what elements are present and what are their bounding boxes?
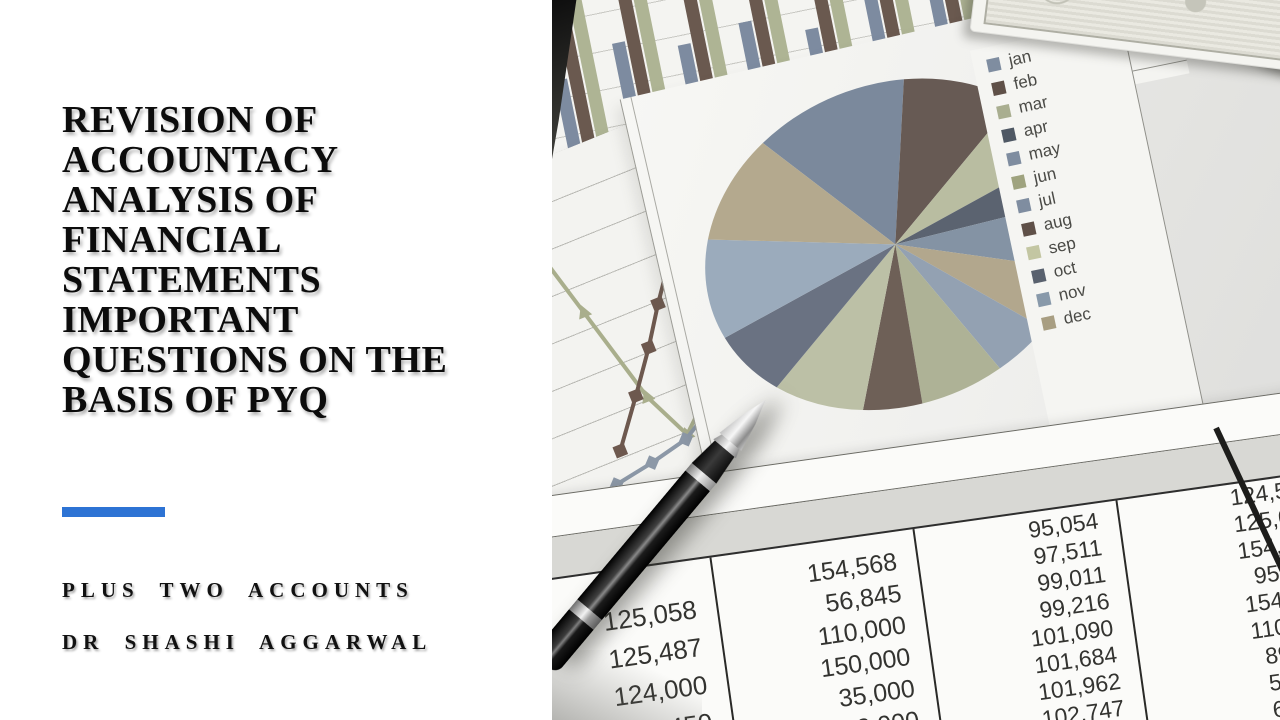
- legend-label: dec: [1061, 303, 1093, 329]
- legend-swatch: [1040, 314, 1057, 331]
- legend-swatch: [1005, 150, 1022, 166]
- legend-label: oct: [1051, 257, 1078, 282]
- legend-swatch: [1001, 126, 1017, 143]
- pie-slice: [895, 244, 1000, 404]
- pie-slice: [776, 244, 896, 411]
- subtitle-author: DR SHASHI AGGARWAL: [62, 630, 433, 654]
- square-marker: [628, 388, 644, 404]
- title-line: ACCOUNTACY: [62, 139, 339, 181]
- accent-divider: [62, 507, 165, 517]
- title-line: IMPORTANT: [62, 299, 299, 341]
- subtitle-course: PLUS TWO ACCOUNTS: [62, 578, 414, 602]
- title-line: BASIS OF PYQ: [62, 379, 329, 421]
- legend-label: jul: [1036, 188, 1058, 211]
- pie-slice: [705, 239, 896, 338]
- title-line: ANALYSIS OF: [62, 179, 319, 221]
- pie-slice: [895, 244, 1044, 369]
- diamond-marker: [678, 432, 694, 447]
- pie-slice: [724, 244, 896, 388]
- title-line: STATEMENTS: [62, 259, 322, 301]
- legend-swatch: [986, 56, 1002, 72]
- pie-slice: [762, 79, 904, 245]
- legend-swatch: [1020, 220, 1037, 237]
- square-marker: [640, 339, 657, 356]
- title-line: QUESTIONS ON THE: [62, 339, 448, 381]
- triangle-marker: [579, 304, 593, 320]
- legend-swatch: [1015, 197, 1032, 213]
- title-line: FINANCIAL: [62, 219, 282, 261]
- pie-slice: [707, 143, 896, 245]
- legend-swatch: [1010, 173, 1027, 190]
- legend-label: jan: [1006, 46, 1033, 70]
- slide-title: REVISION OF ACCOUNTACY ANALYSIS OF FINANCIA…: [62, 100, 522, 420]
- legend-label: feb: [1011, 69, 1039, 94]
- legend-swatch: [996, 103, 1012, 119]
- legend-label: jun: [1031, 163, 1058, 188]
- left-text-panel: REVISION OF ACCOUNTACY ANALYSIS OF FINANCIA…: [0, 0, 552, 720]
- legend-swatch: [1030, 267, 1047, 284]
- square-marker: [650, 296, 666, 312]
- corner-shadow: [552, 650, 702, 720]
- legend-label: apr: [1021, 116, 1050, 141]
- legend-swatch: [991, 80, 1007, 96]
- pie-slice: [862, 244, 923, 411]
- legend-swatch: [1025, 244, 1042, 260]
- square-marker: [612, 442, 629, 459]
- triangle-marker: [642, 389, 656, 405]
- diamond-marker: [644, 455, 660, 470]
- legend-swatch: [1035, 291, 1052, 307]
- title-line: REVISION OF: [62, 99, 318, 141]
